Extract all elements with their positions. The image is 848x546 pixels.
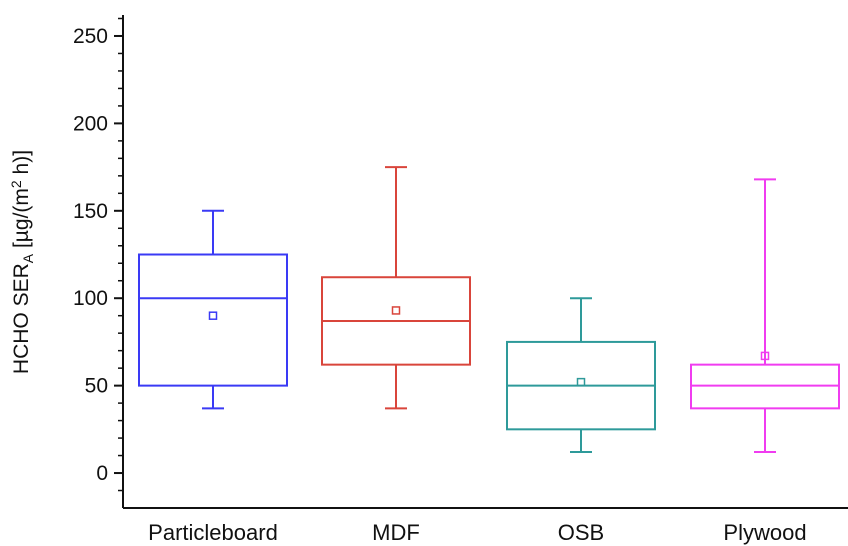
box-plywood bbox=[690, 178, 840, 454]
y-tick-label: 150 bbox=[73, 200, 108, 223]
y-axis-title-unit: [µg/(m bbox=[10, 188, 33, 254]
x-axis-labels: Particleboard MDF OSB Plywood bbox=[148, 520, 806, 545]
y-tick-label: 250 bbox=[73, 25, 108, 48]
y-axis-title-superscript: 2 bbox=[8, 180, 24, 188]
y-tick-label: 200 bbox=[73, 112, 108, 135]
mean-marker bbox=[576, 377, 586, 387]
mean-marker bbox=[391, 306, 401, 315]
x-category-label: OSB bbox=[558, 520, 604, 545]
axes bbox=[122, 15, 848, 509]
x-category-label: Plywood bbox=[723, 520, 806, 545]
mean-marker bbox=[208, 311, 218, 320]
y-tick-label: 50 bbox=[85, 375, 108, 398]
y-axis-title-subscript: A bbox=[20, 253, 36, 263]
box-osb bbox=[506, 297, 656, 454]
y-axis-title: HCHO SERA [µg/(m2 h)] bbox=[8, 150, 36, 374]
mean-marker bbox=[760, 351, 770, 361]
y-tick-label: 100 bbox=[73, 287, 108, 310]
y-axis-ticks: 0 50 100 150 200 250 bbox=[73, 17, 123, 492]
y-axis-title-unit-end: h)] bbox=[10, 150, 33, 180]
x-category-label: MDF bbox=[372, 520, 420, 545]
box-mdf bbox=[321, 166, 471, 410]
iqr-box bbox=[138, 253, 288, 387]
y-tick-label: 0 bbox=[96, 462, 108, 485]
x-category-label: Particleboard bbox=[148, 520, 278, 545]
box-series bbox=[138, 166, 840, 454]
box-particleboard bbox=[138, 209, 288, 410]
